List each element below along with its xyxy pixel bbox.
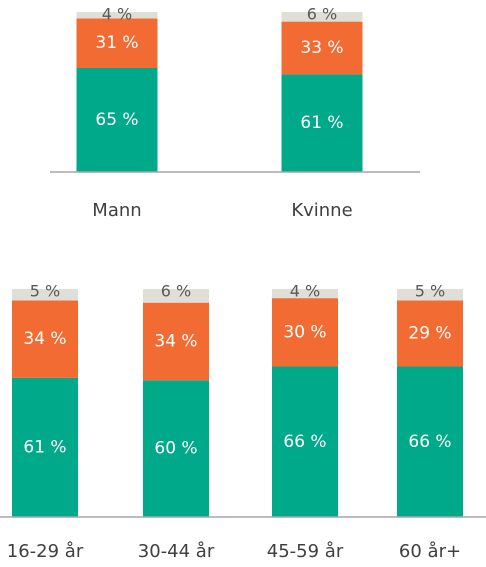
bar-segment <box>397 289 463 301</box>
data-label: 66 % <box>283 432 326 452</box>
data-label: 30 % <box>283 322 326 342</box>
bar-segment <box>76 68 158 172</box>
data-label: 60 % <box>154 439 197 459</box>
data-label: 65 % <box>95 110 138 130</box>
bar-segment <box>281 12 363 22</box>
bar-segment <box>76 18 158 68</box>
x-tick-label: 45-59 år <box>267 541 344 562</box>
x-tick-label: Kvinne <box>291 200 352 221</box>
data-label: 61 % <box>300 113 343 133</box>
bar-segment <box>143 302 209 381</box>
data-label: 4 % <box>102 5 132 24</box>
x-tick-label: 30-44 år <box>138 541 215 562</box>
bar-segment <box>76 12 158 19</box>
x-tick-label: 60 år+ <box>399 541 461 562</box>
bar-segment <box>143 380 209 517</box>
bar-segment <box>12 300 78 378</box>
data-label: 4 % <box>290 282 320 301</box>
data-label: 34 % <box>154 331 197 351</box>
bar-segment <box>397 300 463 367</box>
data-label: 6 % <box>161 282 191 301</box>
bar-segment <box>272 298 338 367</box>
bar-segment <box>281 21 363 75</box>
bar-segment <box>143 289 209 303</box>
x-tick-label: Mann <box>92 200 141 221</box>
data-label: 6 % <box>307 5 337 24</box>
bar-segment <box>281 74 363 172</box>
bar-segment <box>397 366 463 517</box>
bar-segment <box>12 377 78 517</box>
data-label: 66 % <box>408 432 451 452</box>
x-tick-label: 16-29 år <box>7 541 84 562</box>
bar-segment <box>272 366 338 517</box>
data-label: 34 % <box>23 329 66 349</box>
data-label: 5 % <box>415 282 445 301</box>
data-label: 33 % <box>300 38 343 58</box>
data-label: 31 % <box>95 33 138 53</box>
bar-segment <box>272 289 338 299</box>
data-label: 61 % <box>23 437 66 457</box>
bar-segment <box>12 289 78 301</box>
data-label: 5 % <box>30 282 60 301</box>
data-label: 29 % <box>408 323 451 343</box>
